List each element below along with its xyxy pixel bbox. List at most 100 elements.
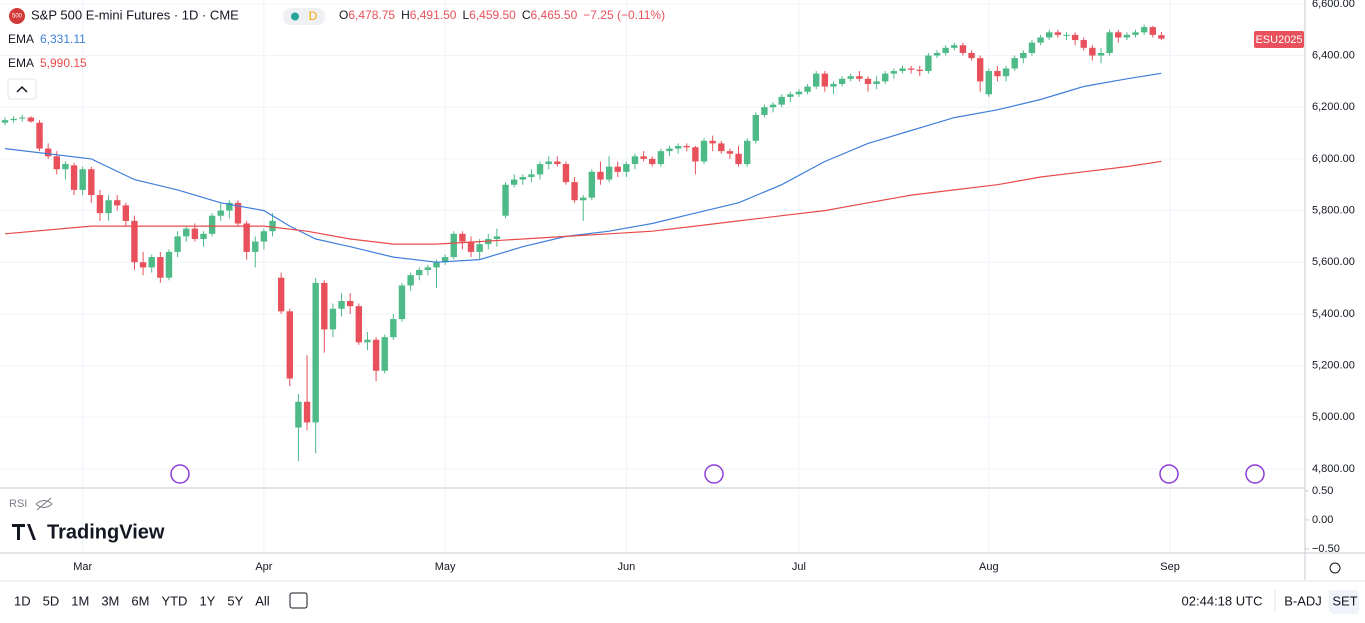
candle-body	[269, 220, 276, 232]
candle-body	[390, 319, 397, 338]
candle-body	[674, 145, 682, 149]
candle-body	[787, 94, 794, 97]
candle-body	[96, 195, 104, 214]
hidden-icon[interactable]	[35, 497, 53, 511]
x-tick-label: Aug	[979, 561, 999, 573]
indicator-value: 6,331.11	[40, 32, 86, 46]
range-button[interactable]: 5D	[43, 593, 60, 608]
candle-body	[398, 285, 406, 320]
collapse-button[interactable]	[7, 78, 37, 100]
symbol-title[interactable]: S&P 500 E-mini Futures · 1D · CME	[31, 7, 239, 22]
candle-body	[1097, 52, 1105, 56]
candle-body	[769, 104, 777, 108]
settings-icon[interactable]	[1329, 562, 1341, 574]
candle-body	[424, 267, 432, 270]
indicator-value: 5,990.15	[40, 56, 87, 70]
clock[interactable]: 02:44:18 UTC	[1182, 593, 1263, 608]
candle-body	[925, 55, 932, 72]
candle-body	[873, 81, 880, 84]
candle-body	[649, 158, 656, 165]
event-icon[interactable]	[1245, 464, 1265, 484]
candle-body	[700, 140, 708, 162]
candle-body	[407, 275, 414, 286]
badge: D	[309, 9, 318, 23]
calendar-icon[interactable]	[289, 592, 308, 609]
candle-body	[640, 156, 647, 159]
range-button[interactable]: YTD	[161, 593, 187, 608]
indicator-name: EMA	[8, 56, 34, 70]
y-tick-label: 6,200.00	[1312, 101, 1355, 113]
candle-body	[726, 151, 734, 154]
candle-body	[441, 257, 449, 263]
candle-body	[346, 300, 354, 307]
candle-body	[1054, 32, 1062, 35]
candle-body	[277, 277, 285, 312]
candle-body	[743, 140, 751, 165]
event-icon[interactable]	[704, 464, 724, 484]
candle-body	[174, 236, 181, 252]
x-tick-label: Apr	[255, 561, 272, 573]
candle-body	[36, 122, 43, 149]
candle-body	[476, 244, 483, 252]
logo: TradingView	[47, 521, 165, 543]
candle-body	[1002, 68, 1010, 77]
y-tick-label: 5,200.00	[1312, 359, 1355, 371]
candle-body	[493, 236, 501, 239]
y-tick-label: 6,600.00	[1312, 0, 1355, 10]
range-button[interactable]: All	[255, 593, 270, 608]
status-dot	[291, 12, 299, 21]
candle-body	[718, 143, 725, 152]
candle-body	[735, 153, 742, 165]
y-tick-label: 6,400.00	[1312, 49, 1355, 61]
collapse-icon	[16, 85, 28, 93]
candle-body	[657, 151, 665, 165]
candle-body	[416, 269, 423, 276]
x-tick-label: Jul	[792, 561, 806, 573]
y-tick-label: 0.00	[1312, 514, 1333, 526]
candle-body	[165, 251, 173, 278]
candle-body	[1158, 35, 1165, 39]
candle-body	[545, 161, 552, 165]
legend: 500 S&P 500 E-mini Futures · 1D · CME D …	[7, 7, 665, 100]
event-icon[interactable]	[170, 464, 190, 484]
candle-body	[709, 140, 716, 144]
candle-body	[536, 164, 544, 175]
candle-body	[157, 257, 164, 278]
ohlc-value: 6,465.50	[531, 8, 578, 22]
candle-body	[864, 78, 872, 84]
candle-body	[243, 223, 250, 252]
range-button[interactable]: 5Y	[227, 593, 243, 608]
candle-body	[683, 145, 690, 148]
candle-body	[260, 231, 268, 242]
y-tick-label: 6,000.00	[1312, 153, 1355, 165]
ohlc-key: C	[522, 8, 531, 22]
range-button[interactable]: 1D	[14, 593, 31, 608]
candle-body	[1106, 32, 1113, 53]
candle-body	[528, 174, 535, 177]
candle-body	[985, 71, 993, 95]
range-button[interactable]: 1Y	[199, 593, 215, 608]
candle-body	[1011, 58, 1018, 69]
candle-body	[62, 164, 69, 170]
candle-body	[666, 148, 673, 152]
candle-body	[588, 171, 596, 198]
event-icon[interactable]	[1159, 464, 1179, 484]
candle-body	[372, 339, 380, 371]
range-button[interactable]: 6M	[131, 593, 149, 608]
badge-bg	[283, 8, 325, 25]
adjust-button[interactable]: B-ADJ	[1284, 593, 1322, 608]
range-button[interactable]: 3M	[101, 593, 119, 608]
candle-body	[994, 71, 1001, 77]
candle-body	[1149, 27, 1156, 35]
candle-body	[813, 73, 820, 87]
ohlc-value: 6,459.50	[469, 8, 516, 22]
range-button[interactable]: 1M	[71, 593, 89, 608]
y-tick-label: 5,600.00	[1312, 256, 1355, 268]
session-button[interactable]: SET	[1332, 593, 1357, 608]
marks	[1, 24, 1165, 462]
candle-body	[761, 107, 768, 115]
candle-body	[1020, 52, 1027, 59]
ema-line	[4, 160, 1162, 245]
candle-body	[19, 117, 26, 119]
